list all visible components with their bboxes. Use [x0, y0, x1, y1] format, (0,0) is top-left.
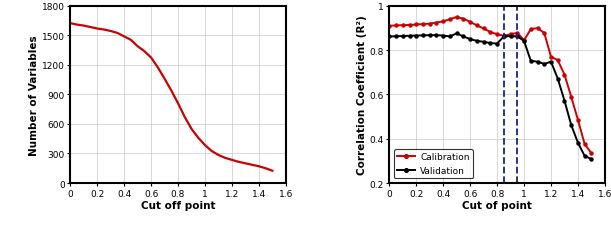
Validation: [541, 63, 548, 66]
Validation: [386, 36, 393, 39]
Calibration: [568, 96, 575, 99]
Validation: [494, 43, 501, 46]
Validation: [466, 38, 474, 41]
Calibration: [419, 24, 426, 26]
Validation: [474, 40, 481, 43]
Validation: [588, 158, 595, 161]
Validation: [426, 35, 433, 37]
Validation: [534, 61, 541, 64]
Validation: [439, 35, 447, 38]
Validation: [554, 78, 562, 81]
Calibration: [541, 32, 548, 35]
Calibration: [426, 23, 433, 26]
Validation: [406, 35, 413, 38]
Validation: [547, 61, 555, 64]
Calibration: [412, 24, 420, 27]
Calibration: [487, 32, 494, 34]
Calibration: [459, 18, 467, 21]
Validation: [514, 36, 521, 39]
Validation: [507, 35, 514, 38]
Calibration: [521, 40, 528, 42]
X-axis label: Cut of point: Cut of point: [462, 200, 532, 210]
Y-axis label: Number of Variables: Number of Variables: [29, 35, 39, 155]
Calibration: [527, 29, 535, 31]
Validation: [521, 40, 528, 43]
Calibration: [494, 34, 501, 36]
Calibration: [561, 74, 568, 76]
Calibration: [392, 25, 400, 28]
Validation: [419, 35, 426, 38]
Calibration: [547, 56, 555, 59]
Calibration: [446, 19, 453, 22]
Validation: [574, 142, 582, 144]
Calibration: [574, 119, 582, 122]
Validation: [446, 36, 453, 39]
Validation: [581, 155, 588, 158]
Validation: [500, 36, 508, 39]
Legend: Calibration, Validation: Calibration, Validation: [394, 149, 473, 179]
Validation: [433, 35, 440, 37]
Calibration: [474, 25, 481, 28]
Validation: [480, 41, 488, 44]
Calibration: [554, 60, 562, 62]
Calibration: [466, 21, 474, 24]
Calibration: [581, 143, 588, 146]
Validation: [399, 35, 406, 38]
Validation: [568, 124, 575, 127]
Calibration: [507, 34, 514, 36]
Validation: [527, 60, 535, 63]
Calibration: [406, 25, 413, 27]
Calibration: [399, 25, 406, 27]
X-axis label: Cut off point: Cut off point: [141, 200, 215, 210]
Calibration: [433, 22, 440, 25]
Calibration: [588, 152, 595, 155]
Validation: [561, 100, 568, 103]
Line: Validation: Validation: [388, 33, 593, 161]
Validation: [453, 33, 460, 35]
Y-axis label: Correlation Coefficient (R²): Correlation Coefficient (R²): [357, 16, 367, 174]
Line: Calibration: Calibration: [388, 16, 593, 155]
Validation: [392, 36, 400, 38]
Calibration: [439, 21, 447, 24]
Validation: [412, 35, 420, 38]
Validation: [487, 43, 494, 45]
Calibration: [386, 25, 393, 28]
Calibration: [500, 35, 508, 38]
Validation: [459, 36, 467, 39]
Calibration: [534, 27, 541, 30]
Calibration: [453, 16, 460, 19]
Calibration: [480, 28, 488, 31]
Calibration: [514, 32, 521, 35]
